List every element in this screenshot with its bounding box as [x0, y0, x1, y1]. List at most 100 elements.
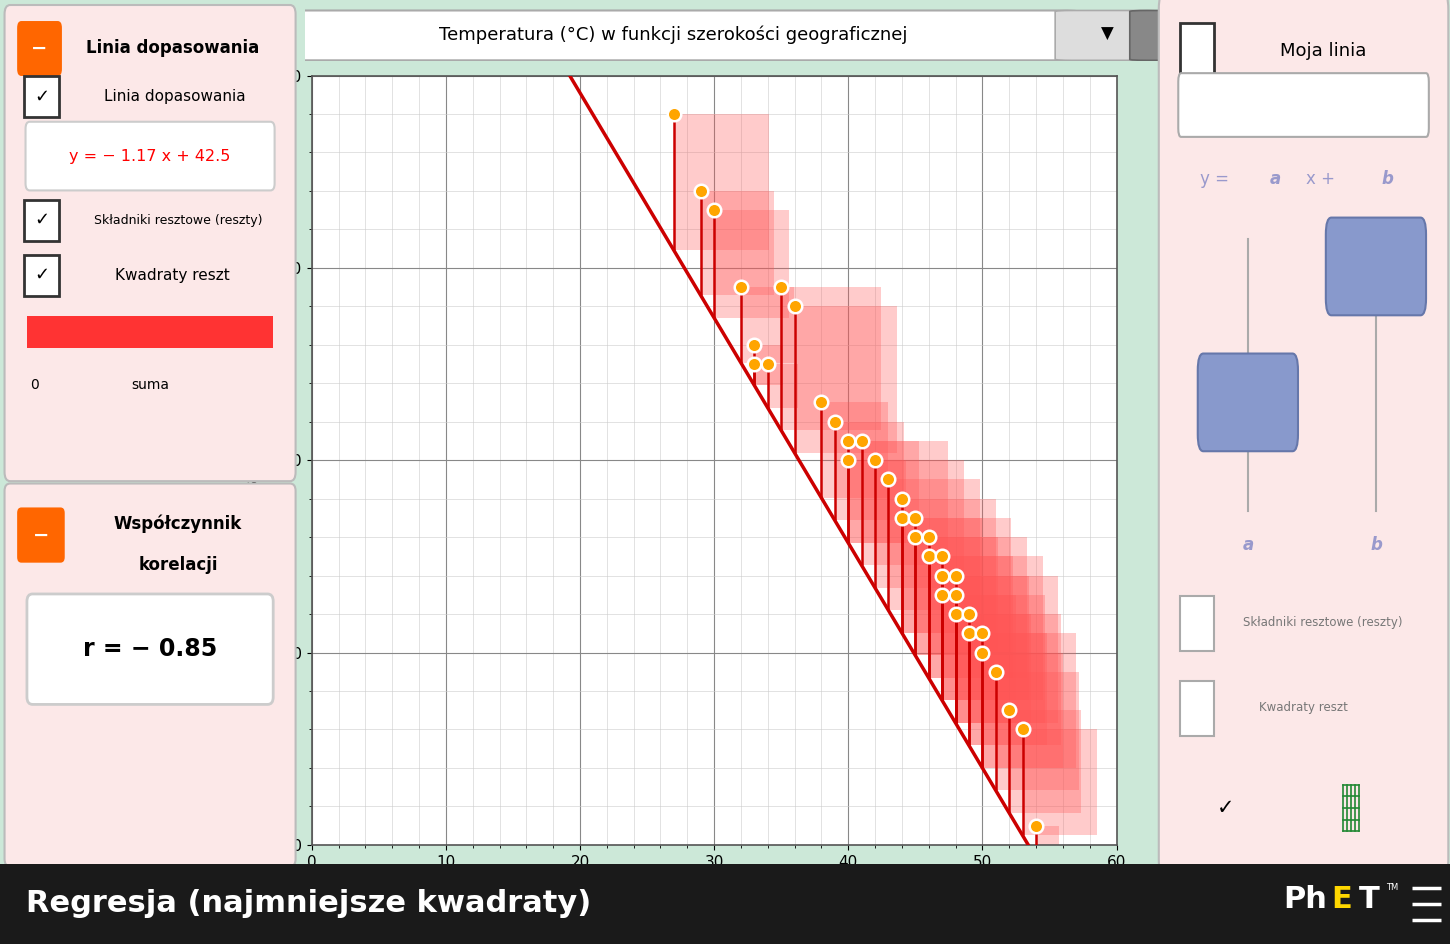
- FancyBboxPatch shape: [25, 76, 59, 117]
- Text: −: −: [33, 526, 49, 545]
- Bar: [915, 537, 998, 655]
- Bar: [983, 652, 1063, 768]
- FancyBboxPatch shape: [28, 594, 273, 704]
- Text: a: a: [1243, 535, 1253, 554]
- Text: 0: 0: [30, 378, 39, 392]
- Point: [1024, 818, 1047, 834]
- Text: ✓: ✓: [35, 211, 49, 229]
- Point: [972, 626, 995, 641]
- Bar: [902, 498, 996, 632]
- Text: Ph: Ph: [1283, 885, 1327, 914]
- Bar: [741, 287, 793, 362]
- Point: [972, 645, 995, 660]
- Bar: [1022, 730, 1096, 835]
- Bar: [28, 316, 273, 348]
- Text: ✓: ✓: [35, 88, 49, 106]
- Text: Regresja (najmniejsze kwadraty): Regresja (najmniejsze kwadraty): [26, 889, 592, 919]
- Text: y =: y =: [1201, 170, 1230, 189]
- Point: [903, 511, 927, 526]
- Text: Linia dopasowania: Linia dopasowania: [86, 39, 260, 57]
- Text: Linia dopasowania: Linia dopasowania: [104, 89, 246, 104]
- Point: [770, 279, 793, 295]
- Bar: [782, 287, 882, 430]
- Text: korelacji: korelacji: [138, 555, 218, 574]
- Text: b: b: [1370, 535, 1382, 554]
- FancyBboxPatch shape: [1056, 10, 1159, 60]
- FancyBboxPatch shape: [1198, 354, 1298, 451]
- Point: [944, 607, 967, 622]
- Bar: [902, 518, 982, 632]
- Point: [916, 548, 940, 564]
- Y-axis label: Średnia temperatura w styczniu (°C): Średnia temperatura w styczniu (°C): [241, 309, 261, 612]
- Text: ▼: ▼: [1101, 25, 1114, 43]
- FancyBboxPatch shape: [1180, 681, 1215, 736]
- Text: ?: ?: [1169, 25, 1179, 43]
- Point: [783, 299, 806, 314]
- FancyBboxPatch shape: [4, 5, 296, 481]
- Text: Moja linia: Moja linia: [1280, 42, 1366, 60]
- Point: [824, 414, 847, 430]
- Text: Kwadraty reszt: Kwadraty reszt: [1259, 701, 1348, 715]
- Bar: [942, 595, 1016, 700]
- Text: x +: x +: [1306, 170, 1335, 189]
- FancyBboxPatch shape: [1130, 10, 1218, 60]
- Bar: [1009, 710, 1080, 813]
- Point: [837, 453, 860, 468]
- Bar: [956, 595, 1045, 723]
- Point: [877, 472, 900, 487]
- Bar: [713, 211, 789, 318]
- Point: [890, 511, 914, 526]
- Bar: [928, 556, 1014, 678]
- Point: [931, 548, 954, 564]
- Bar: [861, 441, 948, 565]
- FancyBboxPatch shape: [287, 10, 1077, 60]
- Bar: [956, 615, 1031, 723]
- Text: ✓: ✓: [35, 266, 49, 284]
- Point: [863, 453, 886, 468]
- Point: [944, 587, 967, 602]
- Bar: [768, 364, 799, 408]
- Point: [689, 183, 712, 198]
- Text: −: −: [32, 39, 48, 58]
- FancyBboxPatch shape: [1180, 23, 1215, 78]
- Bar: [928, 537, 1027, 678]
- Text: TM: TM: [1386, 884, 1398, 892]
- FancyBboxPatch shape: [1325, 218, 1425, 315]
- Point: [931, 587, 954, 602]
- Text: b: b: [1382, 170, 1393, 189]
- Point: [837, 433, 860, 448]
- Text: y = − 1.17 x + 42.5: y = − 1.17 x + 42.5: [70, 148, 231, 163]
- X-axis label: Szerokość geograficzna: Szerokość geograficzna: [608, 878, 821, 897]
- Bar: [969, 633, 1047, 746]
- Point: [916, 530, 940, 545]
- Bar: [674, 114, 768, 250]
- FancyBboxPatch shape: [17, 21, 62, 76]
- Point: [742, 357, 766, 372]
- Point: [663, 107, 686, 122]
- Point: [890, 491, 914, 506]
- Bar: [754, 364, 770, 385]
- FancyBboxPatch shape: [26, 122, 274, 191]
- Bar: [983, 633, 1076, 768]
- Text: Temperatura (°C) w funkcji szerokości geograficznej: Temperatura (°C) w funkcji szerokości ge…: [439, 25, 908, 43]
- Text: Składniki resztowe (reszty): Składniki resztowe (reszty): [1243, 616, 1402, 630]
- Text: Kwadraty reszt: Kwadraty reszt: [115, 268, 231, 282]
- Point: [757, 357, 780, 372]
- Point: [931, 568, 954, 583]
- Text: E: E: [1331, 885, 1351, 914]
- FancyBboxPatch shape: [25, 199, 59, 241]
- Point: [957, 607, 980, 622]
- Text: Składniki resztowe (reszty): Składniki resztowe (reszty): [94, 213, 262, 227]
- Point: [1011, 722, 1034, 737]
- FancyBboxPatch shape: [1180, 596, 1215, 651]
- Bar: [821, 402, 887, 497]
- Point: [809, 395, 832, 410]
- Point: [985, 665, 1008, 680]
- Bar: [700, 191, 773, 295]
- Text: Współczynnik: Współczynnik: [115, 514, 242, 533]
- Point: [944, 568, 967, 583]
- Text: r = − 0.85: r = − 0.85: [83, 637, 218, 661]
- Point: [903, 530, 927, 545]
- Text: ✓: ✓: [1217, 798, 1234, 818]
- Text: suma: suma: [130, 378, 170, 392]
